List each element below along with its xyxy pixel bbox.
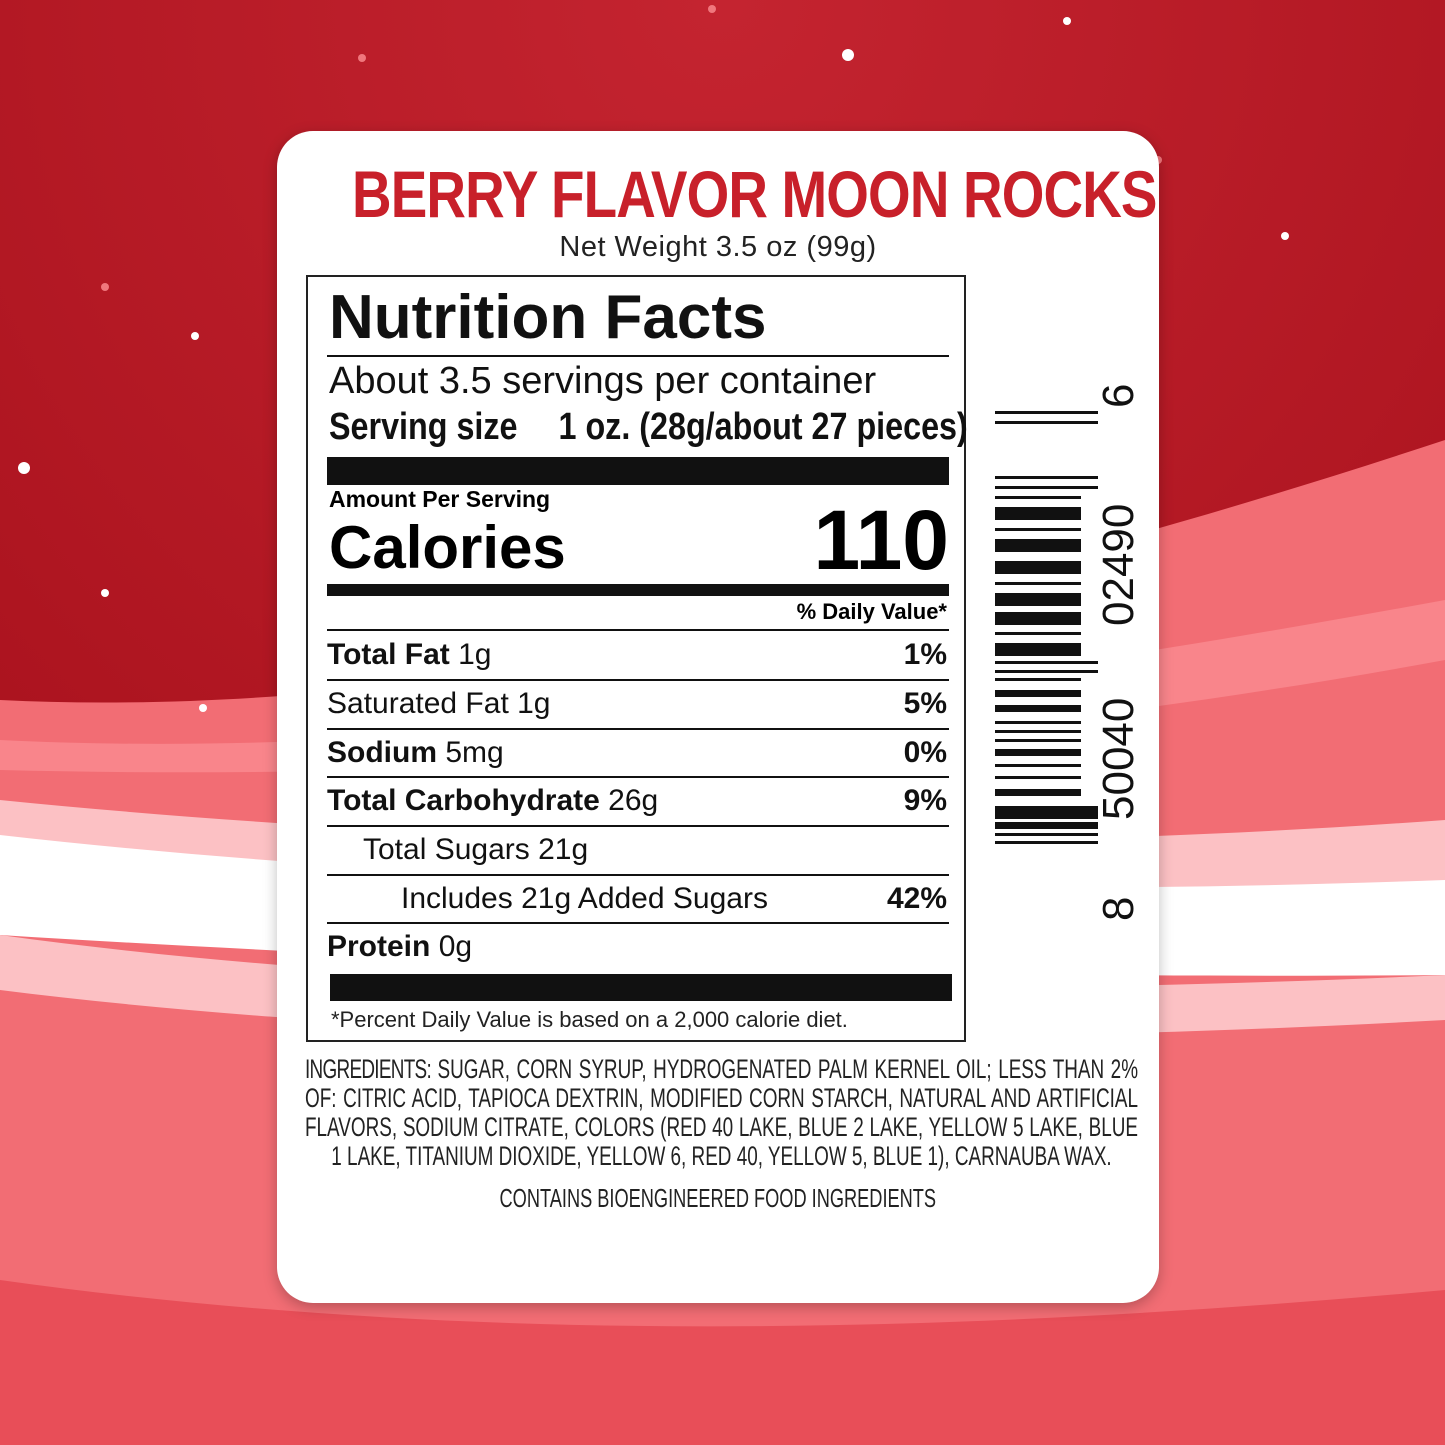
nutrient-name: Total Carbohydrate [327,784,600,817]
nutrient-dv: 0% [903,736,947,769]
nutrient-name: Total Fat [327,638,450,671]
nutrition-facts-heading: Nutrition Facts [329,283,767,352]
divider [327,922,949,924]
barcode-bar [995,739,1081,742]
nutrient-name: Protein [327,930,431,963]
serving-size-label: Serving size [329,406,518,448]
barcode-bar [995,670,1098,673]
nutrient-row: Total Carbohydrate 26g 9% [327,778,949,824]
product-label-card: BERRY FLAVOR MOON ROCKS Net Weight 3.5 o… [277,131,1159,1303]
nutrient-row: Total Fat 1g 1% [327,632,949,678]
barcode-bar [995,661,1098,664]
nutrient-amount: 21g [538,833,589,866]
nutrient-dv: 42% [886,882,947,915]
barcode-bar [995,539,1081,552]
barcode-bar [995,476,1098,479]
barcode-bar [995,749,1081,756]
barcode-bar [995,582,1081,585]
barcode-digits-left: 50040 [1094,697,1143,820]
barcode-bar [995,561,1081,574]
serving-size: Serving size 1 oz. (28g/about 27 pieces) [329,405,968,449]
barcode-bar [995,593,1081,606]
ingredients-text: INGREDIENTS: SUGAR, CORN SYRUP, HYDROGEN… [305,1055,1138,1171]
barcode-bar [995,730,1081,733]
barcode-bar [995,421,1098,424]
barcode-bar [995,833,1098,836]
barcode-bar [995,496,1081,499]
daily-value-header: % Daily Value* [796,599,947,624]
nutrition-facts-panel: Nutrition Facts About 3.5 servings per c… [306,275,968,1042]
nutrient-row: Protein 0g [327,924,949,970]
medium-divider [327,584,949,596]
nutrient-row: Sodium 5mg 0% [327,730,949,776]
barcode-bar [995,411,1098,414]
ingredients-list: SUGAR, CORN SYRUP, HYDROGENATED PALM KER… [305,1054,1138,1171]
barcode-bar [995,764,1081,767]
nutrient-dv: 5% [903,687,947,720]
divider [327,874,949,876]
divider [327,629,949,631]
divider [327,825,949,827]
servings-per-container: About 3.5 servings per container [329,360,877,402]
nutrient-row: Includes 21g Added Sugars 42% [401,876,949,922]
barcode-bar [995,486,1098,489]
nutrient-dv: 1% [903,638,947,671]
serving-size-value: 1 oz. (28g/about 27 pieces) [558,406,968,448]
barcode-bar [995,643,1081,656]
barcode-bar [995,632,1081,635]
divider [327,776,949,778]
nutrient-row: Total Sugars 21g [363,827,949,873]
nutrient-name: Saturated Fat [327,687,509,720]
barcode-bar [995,507,1081,520]
daily-value-footnote: *Percent Daily Value is based on a 2,000… [331,1007,848,1032]
barcode-bar [995,822,1098,829]
nutrient-amount: 1g [517,687,551,720]
nutrient-name: Includes 21g Added Sugars [401,882,768,915]
nutrient-name: Total Sugars [363,833,530,866]
calories-value: 110 [813,493,949,587]
barcode-bar [995,528,1081,531]
barcode-digit-check: 6 [1094,383,1143,408]
barcode-bar [995,612,1081,625]
barcode-bar [995,678,1081,681]
nutrient-row: Saturated Fat 1g 5% [327,681,949,727]
barcode-bar [995,721,1081,724]
nutrient-dv: 9% [903,784,947,817]
barcode [995,411,1098,844]
barcode-bar [995,705,1081,712]
barcode-bar [995,690,1081,697]
nutrient-amount: 26g [608,784,659,817]
nutrient-amount: 0g [438,930,473,963]
calories-label: Calories [329,514,566,581]
barcode-bar [995,789,1081,796]
barcode-digits-right: 02490 [1094,503,1143,626]
barcode-digit-first: 8 [1094,896,1143,921]
amount-per-serving: Amount Per Serving [329,486,551,512]
barcode-bar [995,776,1081,779]
ingredients-label: INGREDIENTS: [305,1054,432,1084]
bioengineered-notice: CONTAINS BIOENGINEERED FOOD INGREDIENTS [277,1183,1159,1213]
divider [327,355,949,357]
bioengineered-text: CONTAINS BIOENGINEERED FOOD INGREDIENTS [499,1183,937,1213]
nutrient-name: Sodium [327,736,437,769]
nutrient-amount: 1g [458,638,492,671]
barcode-bar [995,806,1098,819]
thick-divider [327,457,949,485]
divider [327,679,949,681]
barcode-bar [995,841,1098,844]
thick-divider [330,974,952,1001]
nutrient-amount: 5mg [445,736,504,769]
net-weight: Net Weight 3.5 oz (99g) [559,231,877,263]
divider [327,728,949,730]
product-title: BERRY FLAVOR MOON ROCKS [351,157,1158,231]
